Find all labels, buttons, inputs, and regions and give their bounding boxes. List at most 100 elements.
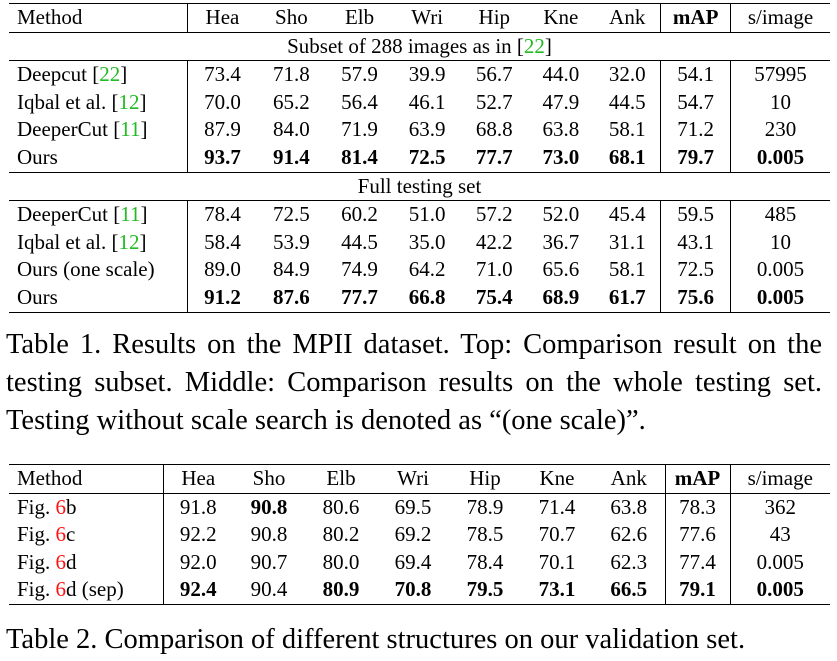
cell-kne: 36.7 (542, 229, 580, 254)
cell-hip: 79.5 (449, 576, 521, 605)
subset-section-title-row: Subset of 288 images as in [22] (9, 32, 830, 62)
cell-kne: 63.8 (542, 117, 580, 142)
table-row: Fig. 6c 92.2 90.8 80.2 69.2 78.5 70.7 62.6 77.6 4… (9, 521, 830, 549)
cell-ank: 62.3 (593, 548, 666, 577)
cell-wri: 46.1 (408, 89, 446, 114)
method-cell: DeeperCut [11] (9, 116, 188, 144)
citation-link[interactable]: 12 (118, 89, 140, 114)
cell-elb: 60.2 (341, 202, 378, 227)
citation-link[interactable]: 11 (120, 202, 141, 227)
header-s-per-image: s/image (730, 464, 830, 494)
cell-hip: 78.5 (466, 522, 504, 547)
cell-kne: 73.0 (542, 144, 580, 169)
cell-hea: 58.4 (204, 229, 241, 254)
cell-elb: 77.7 (325, 283, 394, 313)
citation-link[interactable]: 22 (523, 33, 545, 58)
table1-header-row: Method Hea Sho Elb Wri Hip Kne Ank mAP s… (9, 3, 830, 33)
table2-header-row: Method Hea Sho Elb Wri Hip Kne Ank mAP s… (9, 464, 830, 494)
method-cell: Fig. 6b (9, 493, 164, 522)
citation-link[interactable]: 12 (118, 229, 140, 254)
figure-link[interactable]: 6 (55, 577, 67, 602)
cell-ank: 58.1 (594, 256, 662, 284)
cell-s-per-image: 362 (764, 494, 797, 519)
header-kne: Kne (527, 3, 595, 33)
cell-wri: 63.9 (408, 117, 446, 142)
cell-hip: 52.7 (475, 89, 513, 114)
cell-wri: 69.2 (394, 522, 432, 547)
structures-comparison-table: Method Hea Sho Elb Wri Hip Kne Ank mAP s… (9, 464, 830, 605)
cell-ank: 68.1 (594, 143, 662, 173)
header-sho: Sho (233, 464, 305, 494)
cell-ank: 31.1 (594, 228, 662, 257)
table-row: DeeperCut [11] 78.4 72.5 60.2 51.0 57.2 52.0 45… (9, 200, 830, 229)
cell-hip: 68.8 (475, 117, 513, 142)
method-cell: Fig. 6d (9, 548, 164, 577)
figure-link[interactable]: 6 (55, 522, 67, 547)
table1-caption: Table 1. Results on the MPII dataset. To… (6, 329, 822, 436)
cell-s-per-image: 10 (770, 229, 791, 254)
table-row: Ours 91.2 87.6 77.7 66.8 75.4 68.9 61.7 75.6 0.00… (9, 283, 830, 313)
cell-wri: 51.0 (408, 202, 446, 227)
cell-wri: 69.5 (394, 494, 432, 519)
method-cell: Iqbal et al. [12] (9, 88, 188, 117)
cell-sho: 65.2 (272, 89, 310, 114)
cell-ank: 62.6 (593, 521, 666, 549)
cell-kne: 71.4 (538, 494, 576, 519)
cell-map: 75.6 (660, 283, 731, 313)
cell-s-per-image: 10 (770, 89, 791, 114)
cell-s-per-image: 485 (764, 202, 797, 227)
header-wri: Wri (377, 464, 449, 494)
header-map: mAP (665, 464, 731, 494)
cell-elb: 56.4 (341, 89, 378, 114)
header-method: Method (9, 3, 188, 33)
cell-hea: 70.0 (204, 89, 241, 114)
header-hea: Hea (163, 464, 233, 494)
header-wri: Wri (393, 3, 461, 33)
cell-map: 79.7 (660, 143, 731, 173)
cell-hea: 78.4 (204, 202, 241, 227)
cell-map: 78.3 (665, 493, 731, 522)
cell-s-per-image: 43 (769, 522, 791, 547)
header-hip: Hip (460, 3, 528, 33)
cell-sho: 84.0 (272, 117, 310, 142)
method-cell: DeeperCut [11] (9, 200, 188, 229)
cell-ank: 66.5 (593, 576, 666, 605)
cell-elb: 74.9 (341, 257, 378, 282)
cell-s-per-image: 0.005 (730, 283, 830, 313)
method-cell: Ours (one scale) (9, 256, 188, 284)
figure-link[interactable]: 6 (55, 494, 67, 519)
cell-hip: 78.4 (466, 549, 504, 574)
cell-elb: 80.2 (322, 522, 360, 547)
cell-hea: 93.7 (204, 144, 241, 169)
header-ank: Ank (593, 464, 666, 494)
subset-section-title: Subset of 288 images as in [22] (9, 32, 830, 62)
table-row: Fig. 6d (sep) 92.4 90.4 80.9 70.8 79.5 73.1 66.… (9, 576, 830, 605)
method-cell: Fig. 6d (sep) (9, 576, 164, 605)
cell-map: 72.5 (660, 256, 731, 284)
cell-sho: 91.4 (272, 144, 310, 169)
cell-ank: 61.7 (594, 283, 662, 313)
cell-map: 54.1 (660, 60, 731, 89)
cell-hip: 56.7 (475, 62, 513, 87)
cell-hip: 42.2 (475, 229, 513, 254)
cell-sho: 90.8 (250, 494, 288, 519)
cell-elb: 81.4 (341, 144, 378, 169)
cell-wri: 70.8 (377, 576, 449, 605)
full-section-title-row: Full testing set (9, 171, 830, 202)
cell-hip: 78.9 (466, 494, 504, 519)
figure-link[interactable]: 6 (55, 549, 67, 574)
cell-s-per-image: 230 (764, 117, 797, 142)
cell-s-per-image: 0.005 (730, 576, 830, 605)
cell-elb: 71.9 (341, 117, 378, 142)
citation-link[interactable]: 22 (99, 62, 121, 87)
cell-kne: 70.7 (538, 522, 576, 547)
table-row: Fig. 6d 92.0 90.7 80.0 69.4 78.4 70.1 62.3 77.4 0… (9, 548, 830, 577)
citation-link[interactable]: 11 (120, 117, 141, 142)
header-s-per-image: s/image (730, 3, 830, 33)
cell-kne: 70.1 (538, 549, 576, 574)
table-row: Fig. 6b 91.8 90.8 80.6 69.5 78.9 71.4 63.8 78.3 3… (9, 493, 830, 522)
cell-hea: 91.8 (179, 494, 217, 519)
cell-elb: 44.5 (341, 229, 378, 254)
cell-s-per-image: 57995 (754, 62, 807, 87)
cell-s-per-image: 0.005 (756, 144, 805, 169)
